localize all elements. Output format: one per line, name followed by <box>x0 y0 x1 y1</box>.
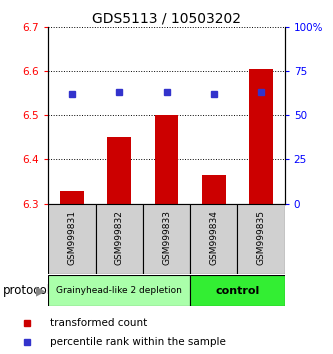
Title: GDS5113 / 10503202: GDS5113 / 10503202 <box>92 11 241 25</box>
Text: protocol: protocol <box>3 284 52 297</box>
Bar <box>96 204 143 274</box>
Bar <box>190 204 237 274</box>
Bar <box>155 115 178 204</box>
Bar <box>60 191 84 204</box>
Text: GSM999834: GSM999834 <box>209 210 218 265</box>
Text: control: control <box>215 286 259 296</box>
Bar <box>48 204 96 274</box>
Bar <box>48 275 190 306</box>
Text: GSM999832: GSM999832 <box>115 210 124 265</box>
Text: transformed count: transformed count <box>50 318 147 329</box>
Bar <box>143 204 190 274</box>
Bar <box>107 137 131 204</box>
Text: ▶: ▶ <box>36 284 46 297</box>
Text: GSM999833: GSM999833 <box>162 210 171 265</box>
Text: GSM999835: GSM999835 <box>256 210 266 265</box>
Bar <box>237 204 285 274</box>
Bar <box>249 69 273 204</box>
Bar <box>202 175 226 204</box>
Text: Grainyhead-like 2 depletion: Grainyhead-like 2 depletion <box>56 286 182 295</box>
Text: percentile rank within the sample: percentile rank within the sample <box>50 337 226 347</box>
Bar <box>190 275 285 306</box>
Text: GSM999831: GSM999831 <box>67 210 77 265</box>
